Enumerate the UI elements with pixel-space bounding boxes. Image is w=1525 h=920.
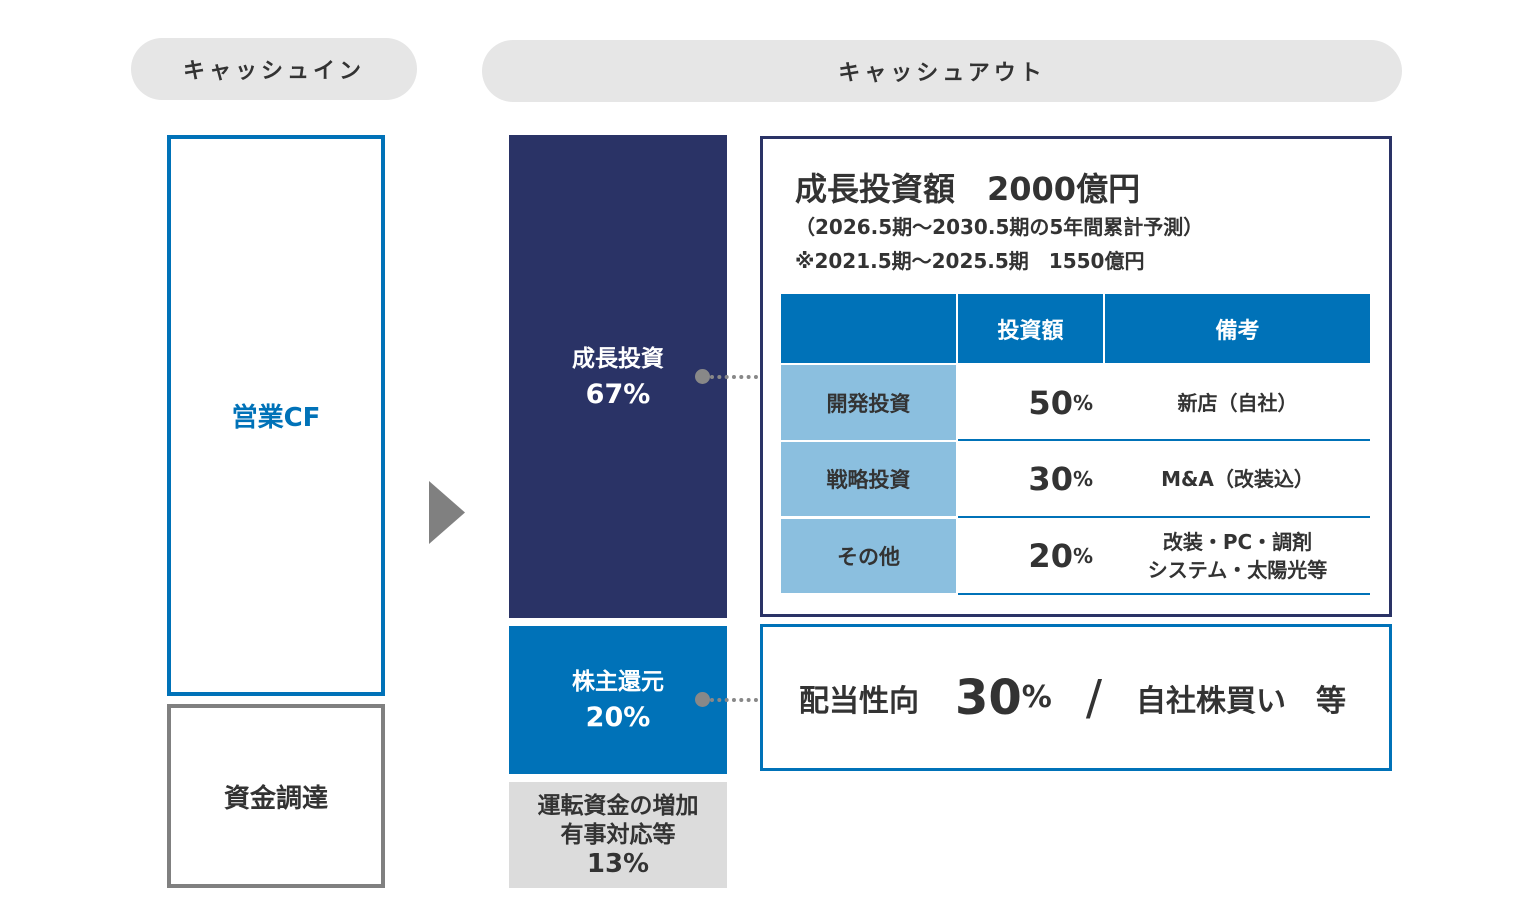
category-text: その他 [837, 545, 900, 569]
cash-out-header: キャッシュアウト [482, 40, 1402, 102]
growth-label: 成長投資 [572, 345, 664, 372]
connector-line [710, 698, 758, 702]
table-row-category: 戦略投資 [781, 442, 956, 516]
slash-separator: / [1085, 669, 1103, 726]
payout-unit: % [1021, 680, 1052, 715]
category-text: 戦略投資 [826, 468, 911, 492]
value-text: 30 [1028, 460, 1073, 498]
table-row-value: 30% [958, 442, 1103, 516]
note-text: 新店（自社） [1177, 390, 1298, 415]
cash-out-label: キャッシュアウト [838, 61, 1046, 86]
value-text: 50 [1028, 383, 1073, 422]
table-row-note: 改装・PC・調剤 システム・太陽光等 [1105, 519, 1370, 593]
operating-cf-box: 営業CF [167, 135, 385, 696]
arrow-right-icon [429, 481, 465, 544]
payout-value: 30 [955, 669, 1022, 726]
growth-percent: 67% [585, 378, 651, 410]
shareholder-percent: 20% [585, 702, 651, 733]
note-text: 改装・PC・調剤 [1162, 530, 1313, 554]
table-row-note: 新店（自社） [1105, 365, 1370, 440]
table-row-category: その他 [781, 519, 956, 593]
growth-period: （2026.5期～2030.5期の5年間累計予測） [795, 215, 1204, 239]
financing-label: 資金調達 [223, 783, 328, 814]
unit-text: % [1072, 544, 1093, 568]
table-header-blank [781, 294, 956, 363]
connector-line [710, 375, 758, 379]
cash-in-header: キャッシュイン [131, 38, 417, 100]
table-row-value: 20% [958, 519, 1103, 593]
table-row-note: M&A（改装込） [1105, 442, 1370, 516]
operating-cf-label: 営業CF [231, 403, 321, 433]
payout-label: 配当性向 [799, 683, 919, 719]
shareholder-return-bar: 株主還元 20% [509, 626, 727, 774]
connector-dot [695, 692, 710, 707]
row-divider [958, 439, 1370, 441]
header-text: 投資額 [997, 318, 1064, 344]
unit-text: % [1072, 467, 1093, 491]
working-line2: 有事対応等 [560, 821, 676, 848]
growth-title: 成長投資額 2000億円 [795, 170, 1141, 208]
shareholder-return-box: 配当性向 30 % / 自社株買い 等 [760, 624, 1392, 771]
cash-in-label: キャッシュイン [182, 59, 365, 84]
table-header-notes: 備考 [1105, 294, 1370, 363]
working-percent: 13% [586, 848, 650, 879]
buyback-label: 自社株買い 等 [1136, 683, 1347, 719]
table-row-category: 開発投資 [781, 365, 956, 440]
note-text: M&A（改装込） [1161, 467, 1314, 491]
unit-text: % [1072, 390, 1093, 415]
growth-investment-box [760, 136, 1392, 617]
note-text: システム・太陽光等 [1147, 558, 1328, 582]
table-row-value: 50% [958, 365, 1103, 440]
growth-previous: ※2021.5期～2025.5期 1550億円 [795, 249, 1145, 273]
value-text: 20 [1028, 537, 1073, 575]
working-line1: 運転資金の増加 [537, 792, 699, 819]
shareholder-label: 株主還元 [572, 669, 664, 695]
working-capital-bar: 運転資金の増加 有事対応等 13% [509, 782, 727, 888]
row-divider [958, 516, 1370, 518]
category-text: 開発投資 [826, 391, 911, 416]
connector-dot [695, 369, 710, 384]
header-text: 備考 [1215, 318, 1260, 344]
table-header-amount: 投資額 [958, 294, 1103, 363]
financing-box: 資金調達 [167, 704, 385, 888]
row-divider [958, 593, 1370, 595]
growth-investment-bar: 成長投資 67% [509, 135, 727, 618]
